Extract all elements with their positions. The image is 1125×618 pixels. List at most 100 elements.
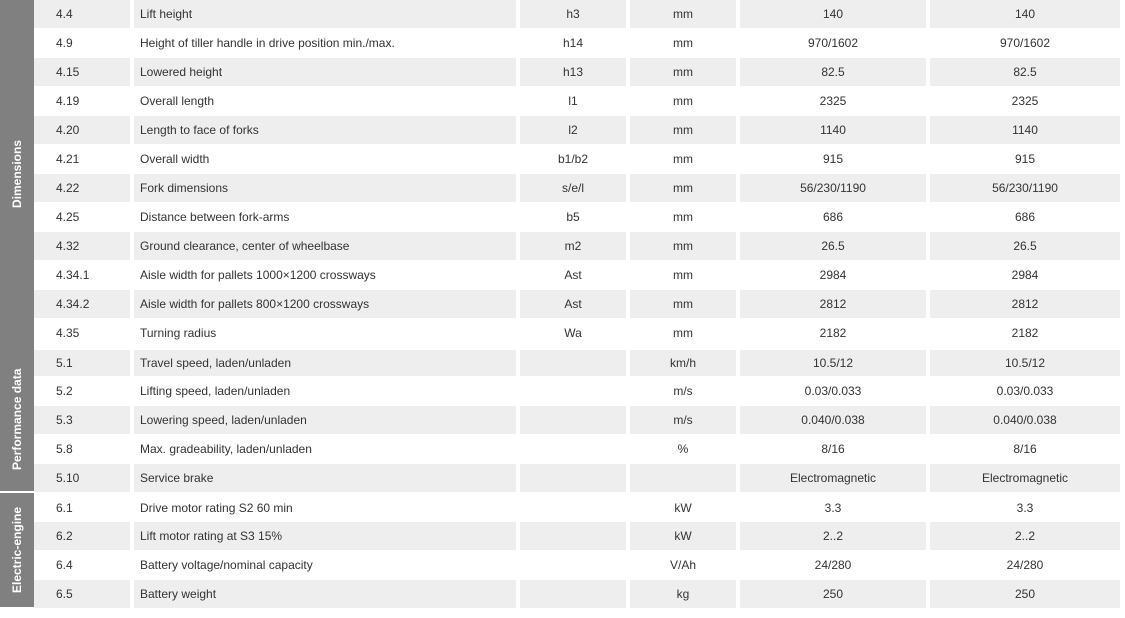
spec-symbol: Ast (520, 290, 630, 319)
spec-symbol: b1/b2 (520, 145, 630, 174)
spec-table: DimensionsPerformance dataElectric-engin… (0, 0, 1125, 609)
spec-symbol: s/e/l (520, 174, 630, 203)
spec-description: Turning radius (134, 319, 520, 348)
spec-symbol (520, 406, 630, 435)
table-row: 4.35Turning radiusWamm21822182 (34, 319, 1125, 348)
spec-description: Ground clearance, center of wheelbase (134, 232, 520, 261)
spec-value-1: 82.5 (740, 58, 930, 87)
spec-value-1: 686 (740, 203, 930, 232)
table-row: 6.4Battery voltage/nominal capacityV/Ah2… (34, 551, 1125, 580)
spec-code: 4.20 (34, 116, 134, 145)
table-row: 5.8Max. gradeability, laden/unladen%8/16… (34, 435, 1125, 464)
spec-unit: V/Ah (630, 551, 740, 580)
spec-value-1: 2..2 (740, 522, 930, 551)
spec-description: Lift height (134, 0, 520, 29)
spec-description: Max. gradeability, laden/unladen (134, 435, 520, 464)
spec-value-2: 2325 (930, 87, 1120, 116)
spec-description: Lowering speed, laden/unladen (134, 406, 520, 435)
spec-value-1: 10.5/12 (740, 348, 930, 377)
spec-symbol: l2 (520, 116, 630, 145)
spec-unit: mm (630, 0, 740, 29)
table-row: 4.4Lift heighth3mm140140 (34, 0, 1125, 29)
spec-value-2: 56/230/1190 (930, 174, 1120, 203)
spec-value-1: 24/280 (740, 551, 930, 580)
spec-symbol (520, 377, 630, 406)
spec-description: Lowered height (134, 58, 520, 87)
spec-value-1: 0.040/0.038 (740, 406, 930, 435)
spec-value-1: 250 (740, 580, 930, 609)
table-row: 5.1Travel speed, laden/unladenkm/h10.5/1… (34, 348, 1125, 377)
spec-symbol: m2 (520, 232, 630, 261)
spec-unit: mm (630, 145, 740, 174)
table-row: 6.1Drive motor rating S2 60 minkW3.33.3 (34, 493, 1125, 522)
spec-value-2: 0.040/0.038 (930, 406, 1120, 435)
spec-value-2: 686 (930, 203, 1120, 232)
spec-value-1: 140 (740, 0, 930, 29)
category-label: Electric-engine (0, 493, 34, 609)
spec-value-2: 82.5 (930, 58, 1120, 87)
table-row: 4.20Length to face of forksl2mm11401140 (34, 116, 1125, 145)
spec-code: 4.32 (34, 232, 134, 261)
spec-value-2: 915 (930, 145, 1120, 174)
spec-symbol: l1 (520, 87, 630, 116)
table-row: 4.34.2Aisle width for pallets 800×1200 c… (34, 290, 1125, 319)
spec-unit: % (630, 435, 740, 464)
spec-symbol: Wa (520, 319, 630, 348)
spec-value-1: 2325 (740, 87, 930, 116)
spec-description: Overall width (134, 145, 520, 174)
spec-code: 5.1 (34, 348, 134, 377)
table-row: 4.25Distance between fork-armsb5mm686686 (34, 203, 1125, 232)
spec-code: 4.21 (34, 145, 134, 174)
spec-code: 6.1 (34, 493, 134, 522)
spec-description: Lift motor rating at S3 15% (134, 522, 520, 551)
spec-description: Lifting speed, laden/unladen (134, 377, 520, 406)
table-row: 4.15Lowered heighth13mm82.582.5 (34, 58, 1125, 87)
category-column: DimensionsPerformance dataElectric-engin… (0, 0, 34, 609)
spec-symbol (520, 348, 630, 377)
table-row: 4.22Fork dimensionss/e/lmm56/230/119056/… (34, 174, 1125, 203)
spec-value-2: 26.5 (930, 232, 1120, 261)
table-row: 4.21Overall widthb1/b2mm915915 (34, 145, 1125, 174)
spec-description: Height of tiller handle in drive positio… (134, 29, 520, 58)
spec-code: 6.5 (34, 580, 134, 609)
spec-symbol: h13 (520, 58, 630, 87)
spec-code: 4.34.1 (34, 261, 134, 290)
spec-description: Drive motor rating S2 60 min (134, 493, 520, 522)
spec-value-1: Electromagnetic (740, 464, 930, 493)
spec-unit: kW (630, 522, 740, 551)
spec-code: 4.9 (34, 29, 134, 58)
spec-value-1: 2812 (740, 290, 930, 319)
spec-unit: mm (630, 58, 740, 87)
spec-value-2: 8/16 (930, 435, 1120, 464)
spec-unit: mm (630, 261, 740, 290)
spec-value-2: 2..2 (930, 522, 1120, 551)
category-label: Dimensions (0, 0, 34, 348)
table-row: 6.2Lift motor rating at S3 15%kW2..22..2 (34, 522, 1125, 551)
spec-symbol: b5 (520, 203, 630, 232)
spec-value-2: 2812 (930, 290, 1120, 319)
spec-description: Battery weight (134, 580, 520, 609)
spec-unit: mm (630, 87, 740, 116)
spec-code: 4.25 (34, 203, 134, 232)
spec-symbol: Ast (520, 261, 630, 290)
spec-symbol (520, 522, 630, 551)
spec-value-1: 1140 (740, 116, 930, 145)
table-row: 4.32Ground clearance, center of wheelbas… (34, 232, 1125, 261)
spec-unit: m/s (630, 377, 740, 406)
data-area: 4.4Lift heighth3mm1401404.9Height of til… (34, 0, 1125, 609)
spec-symbol: h14 (520, 29, 630, 58)
spec-unit: mm (630, 29, 740, 58)
spec-unit (630, 464, 740, 493)
spec-unit: km/h (630, 348, 740, 377)
spec-code: 4.15 (34, 58, 134, 87)
spec-unit: mm (630, 174, 740, 203)
spec-value-1: 2984 (740, 261, 930, 290)
spec-code: 4.4 (34, 0, 134, 29)
table-row: 6.5Battery weightkg250250 (34, 580, 1125, 609)
table-row: 4.9Height of tiller handle in drive posi… (34, 29, 1125, 58)
spec-description: Battery voltage/nominal capacity (134, 551, 520, 580)
table-row: 4.34.1Aisle width for pallets 1000×1200 … (34, 261, 1125, 290)
spec-value-1: 26.5 (740, 232, 930, 261)
spec-symbol (520, 493, 630, 522)
spec-value-1: 56/230/1190 (740, 174, 930, 203)
